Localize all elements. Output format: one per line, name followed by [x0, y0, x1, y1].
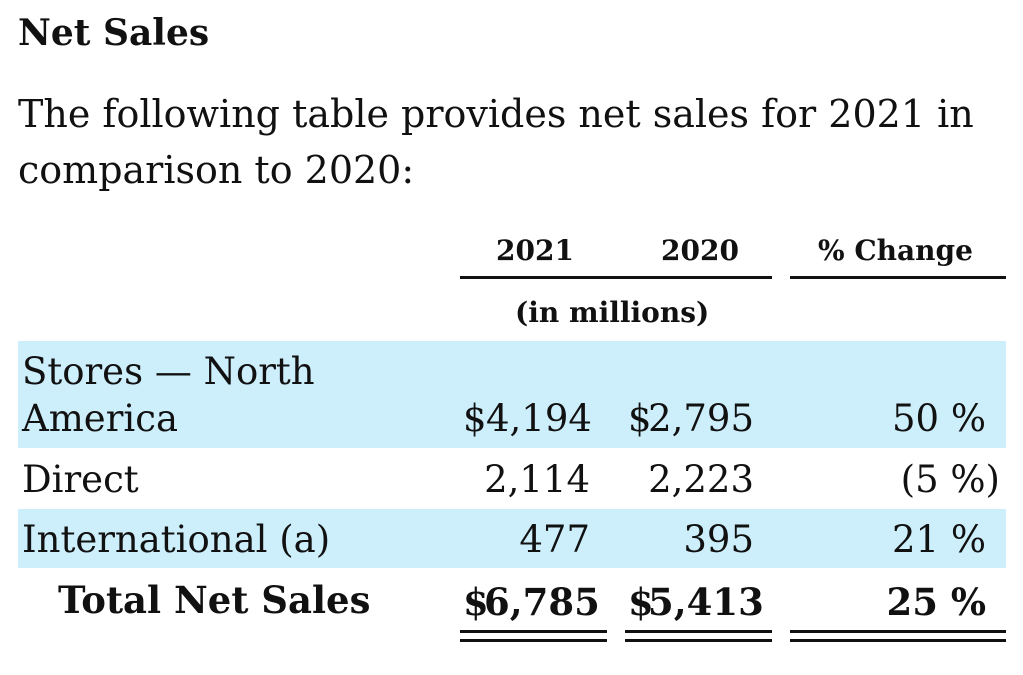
total-change-double-rule-bottom — [790, 639, 1006, 642]
total-2021-double-rule-top — [460, 630, 607, 633]
row-stores-change: 50 % — [892, 397, 986, 440]
row-international-2021: 477 — [519, 518, 590, 561]
header-2020: 2020 — [661, 234, 739, 267]
total-change: 25 % — [886, 580, 986, 624]
total-2020-currency: $ — [628, 580, 654, 624]
row-stores-2020-currency: $ — [628, 397, 652, 440]
total-change-double-rule-top — [790, 630, 1006, 633]
section-title: Net Sales — [18, 12, 210, 54]
row-label-international: International (a) — [22, 518, 331, 561]
units-label: (in millions) — [515, 296, 710, 329]
row-direct-2021: 2,114 — [484, 458, 590, 501]
row-label-stores-line1: Stores — North — [22, 350, 315, 393]
row-stores-2021-currency: $ — [463, 397, 487, 440]
row-international-change: 21 % — [892, 518, 986, 561]
row-band-stores — [18, 341, 1006, 448]
row-label-stores-line2: America — [22, 397, 179, 440]
total-2021: 6,785 — [484, 580, 600, 624]
row-stores-2021: 4,194 — [486, 397, 592, 440]
total-2021-double-rule-bottom — [460, 639, 607, 642]
total-label: Total Net Sales — [58, 578, 371, 622]
row-direct-2020: 2,223 — [648, 458, 754, 501]
total-2020-double-rule-top — [625, 630, 772, 633]
total-2020: 5,413 — [648, 580, 764, 624]
total-2020-double-rule-bottom — [625, 639, 772, 642]
row-direct-change: (5 %) — [900, 458, 1000, 501]
row-label-direct: Direct — [22, 458, 139, 501]
intro-paragraph: The following table provides net sales f… — [18, 92, 974, 192]
header-rule-change — [790, 276, 1006, 279]
row-international-2020: 395 — [683, 518, 754, 561]
row-stores-2020: 2,795 — [648, 397, 754, 440]
header-rule-years — [460, 276, 772, 279]
header-2021: 2021 — [496, 234, 574, 267]
header-percent-change: % Change — [818, 234, 973, 267]
row-band-international — [18, 509, 1006, 568]
total-2021-currency: $ — [463, 580, 489, 624]
